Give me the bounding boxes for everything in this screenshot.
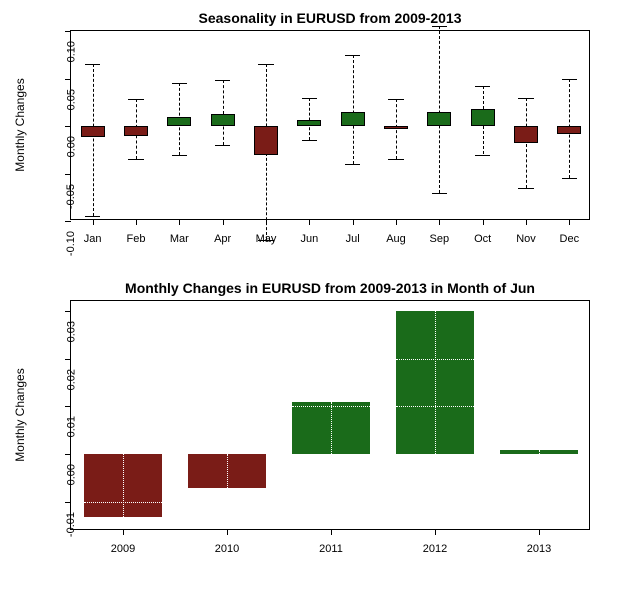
seasonality-bar [427, 112, 451, 126]
seasonality-chart-plot: -0.10-0.050.000.050.10JanFebMarAprMayJun… [70, 30, 590, 220]
y-tick-label: 0.00 [65, 126, 77, 157]
whisker [396, 99, 397, 159]
whisker-cap [388, 99, 403, 100]
whisker [353, 55, 354, 164]
seasonality-chart-ylabel: Monthly Changes [13, 78, 27, 171]
whisker [309, 98, 310, 141]
june-chart-title: Monthly Changes in EURUSD from 2009-2013… [70, 280, 590, 296]
june-chart-plot: -0.010.000.010.020.032009201020112012201… [70, 300, 590, 530]
whisker-cap [128, 159, 143, 160]
y-tick-label: -0.01 [65, 502, 77, 537]
whisker-cap [215, 80, 230, 81]
whisker-cap [432, 26, 447, 27]
whisker-cap [128, 99, 143, 100]
seasonality-bar [81, 126, 105, 137]
whisker-cap [562, 178, 577, 179]
y-tick-label: 0.01 [65, 406, 77, 437]
x-tick-label: 2011 [319, 529, 343, 555]
x-tick-label: Mar [170, 219, 189, 245]
x-tick-label: 2012 [423, 529, 447, 555]
whisker-cap [215, 145, 230, 146]
whisker-cap [85, 216, 100, 217]
y-tick-label: -0.05 [65, 174, 77, 209]
seasonality-bar [254, 126, 278, 155]
grid-line-v [331, 402, 332, 455]
whisker-cap [562, 79, 577, 80]
seasonality-bar [341, 112, 365, 126]
x-tick-label: Jul [346, 219, 360, 245]
x-tick-label: Apr [214, 219, 231, 245]
whisker-cap [302, 140, 317, 141]
whisker [93, 64, 94, 216]
seasonality-chart-title: Seasonality in EURUSD from 2009-2013 [70, 10, 590, 26]
whisker-cap [345, 55, 360, 56]
x-tick-label: 2013 [527, 529, 551, 555]
x-tick-label: May [256, 219, 277, 245]
y-tick-label: 0.02 [65, 359, 77, 390]
whisker-cap [85, 64, 100, 65]
june-chart: Monthly Changes in EURUSD from 2009-2013… [10, 280, 614, 570]
x-tick-label: Jun [300, 219, 318, 245]
seasonality-bar [384, 126, 408, 129]
whisker-cap [518, 98, 533, 99]
grid-line-v [227, 454, 228, 488]
seasonality-chart: Seasonality in EURUSD from 2009-2013 Mon… [10, 10, 614, 260]
whisker-cap [172, 83, 187, 84]
grid-line-v [539, 450, 540, 455]
x-tick-label: Aug [386, 219, 406, 245]
x-tick-label: Dec [560, 219, 580, 245]
x-tick-label: Oct [474, 219, 491, 245]
whisker-cap [518, 188, 533, 189]
x-tick-label: Sep [430, 219, 450, 245]
y-tick-label: 0.00 [65, 454, 77, 485]
x-tick-label: 2010 [215, 529, 239, 555]
x-tick-label: 2009 [111, 529, 135, 555]
grid-line-v [435, 311, 436, 455]
whisker-cap [432, 193, 447, 194]
whisker-cap [475, 86, 490, 87]
grid-line-v [123, 454, 124, 516]
x-tick-label: Feb [127, 219, 146, 245]
whisker-cap [258, 64, 273, 65]
june-chart-ylabel: Monthly Changes [13, 368, 27, 461]
whisker-cap [345, 164, 360, 165]
seasonality-bar [124, 126, 148, 136]
whisker-cap [172, 155, 187, 156]
x-tick-label: Nov [516, 219, 536, 245]
y-tick-label: 0.10 [65, 31, 77, 62]
seasonality-bar [514, 126, 538, 143]
whisker-cap [302, 98, 317, 99]
y-tick-label: 0.03 [65, 311, 77, 342]
seasonality-bar [471, 109, 495, 126]
seasonality-bar [297, 120, 321, 126]
y-tick-label: -0.10 [65, 221, 77, 256]
y-tick-label: 0.05 [65, 79, 77, 110]
whisker [439, 26, 440, 192]
x-tick-label: Jan [84, 219, 102, 245]
whisker-cap [475, 155, 490, 156]
seasonality-bar [167, 117, 191, 127]
seasonality-bar [211, 114, 235, 126]
whisker-cap [388, 159, 403, 160]
seasonality-bar [557, 126, 581, 134]
